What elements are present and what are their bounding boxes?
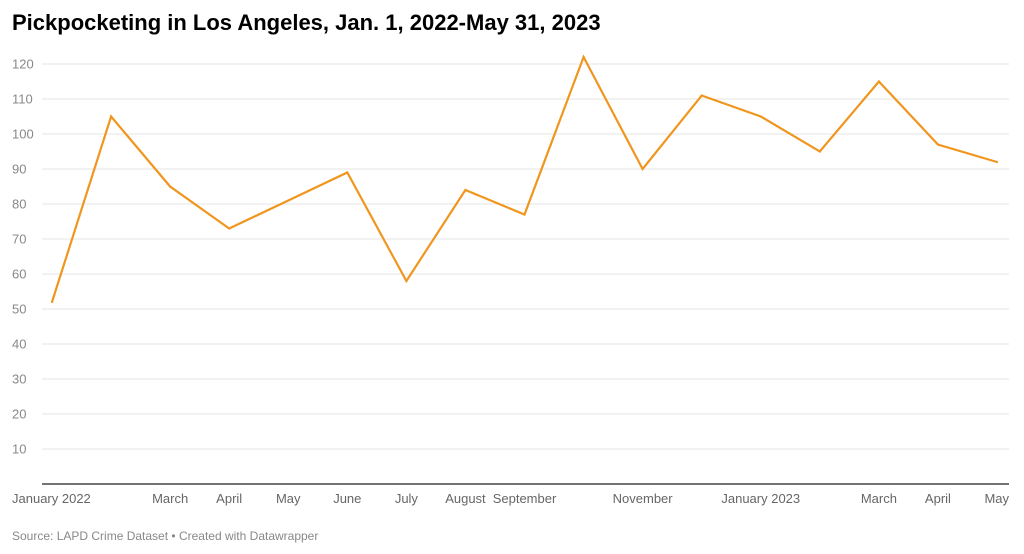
series-lines <box>50 54 999 304</box>
gridlines <box>42 63 1009 485</box>
x-tick-label: May <box>276 491 301 506</box>
data-point <box>169 185 172 188</box>
y-tick-label: 40 <box>12 337 26 352</box>
data-point <box>818 150 821 153</box>
data-point <box>228 227 231 230</box>
y-tick-label: 70 <box>12 232 26 247</box>
x-tick-label: July <box>395 491 419 506</box>
data-point <box>405 279 408 283</box>
x-tick-label: September <box>493 491 557 506</box>
data-point <box>523 213 526 216</box>
y-tick-label: 80 <box>12 197 26 212</box>
data-point <box>995 160 999 164</box>
x-tick-label: August <box>445 491 486 506</box>
data-point <box>700 94 703 97</box>
data-point <box>641 167 644 171</box>
footer-separator: • <box>171 529 176 543</box>
credit-text: Created with Datawrapper <box>178 529 319 543</box>
y-tick-label: 120 <box>12 57 34 72</box>
data-point <box>582 55 585 59</box>
x-tick-label: March <box>152 491 188 506</box>
y-tick-label: 30 <box>12 372 26 387</box>
x-tick-label: April <box>925 491 951 506</box>
data-point <box>287 199 290 202</box>
x-tick-label: June <box>333 491 361 506</box>
y-tick-label: 10 <box>12 442 26 457</box>
data-point <box>464 188 467 192</box>
x-tick-label: May <box>984 491 1009 506</box>
chart-footer: Source: LAPD Crime Dataset • Created wit… <box>12 529 318 543</box>
data-point <box>50 300 54 304</box>
x-tick-label: January 2022 <box>12 491 91 506</box>
series-line <box>50 54 998 303</box>
data-point <box>759 115 762 118</box>
data-point <box>877 80 880 83</box>
data-point <box>346 171 349 174</box>
y-tick-label: 100 <box>12 127 34 142</box>
data-point <box>936 143 940 146</box>
y-axis-ticks: 10 20 30 40 50 60 70 80 90 100 110 120 <box>12 57 34 457</box>
data-point <box>109 115 113 118</box>
x-tick-label: November <box>613 491 674 506</box>
x-tick-label: April <box>216 491 242 506</box>
y-tick-label: 50 <box>12 302 26 317</box>
x-tick-label: January 2023 <box>721 491 800 506</box>
y-tick-label: 20 <box>12 407 26 422</box>
x-axis-ticks: January 2022 March April May June July August S… <box>12 491 1009 506</box>
y-tick-label: 110 <box>12 92 33 107</box>
x-tick-label: March <box>861 491 897 506</box>
source-text: Source: LAPD Crime Dataset <box>12 529 169 543</box>
y-tick-label: 60 <box>12 267 26 282</box>
chart-title: Pickpocketing in Los Angeles, Jan. 1, 20… <box>12 10 601 35</box>
y-tick-label: 90 <box>12 162 26 177</box>
